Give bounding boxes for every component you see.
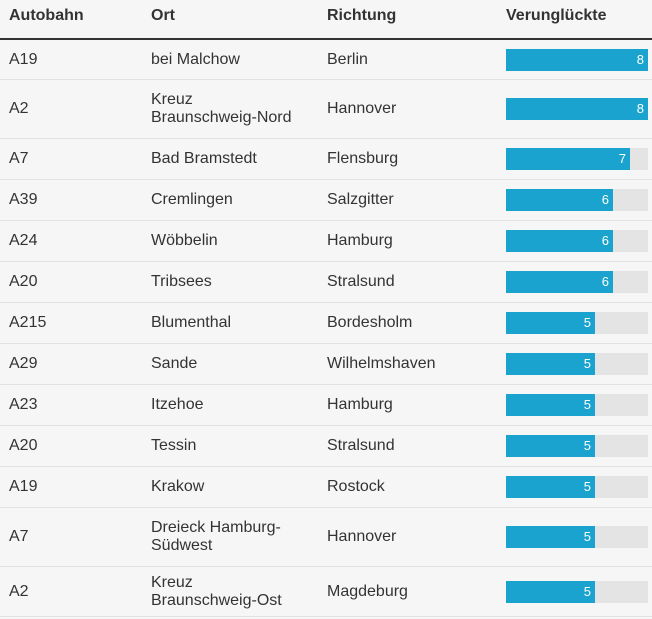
table-row: A19 Krakow Rostock 5 [0,467,652,508]
bar-fill: 6 [506,189,613,211]
bar-fill: 6 [506,230,613,252]
bar-track: 5 [506,526,648,548]
bar-fill: 6 [506,271,613,293]
header-ort[interactable]: Ort [151,7,175,24]
cell-ort: Bad Bramstedt [151,150,257,167]
table-header: Autobahn Ort Richtung Verunglückte [0,0,652,40]
cell-autobahn: A20 [9,437,38,454]
cell-autobahn: A23 [9,396,38,413]
cell-ort: Krakow [151,478,205,495]
bar-value-label: 6 [601,233,609,248]
cell-ort: Blumenthal [151,314,232,331]
bar-track: 8 [506,48,648,71]
bar-fill: 8 [506,98,648,120]
bar-fill: 5 [506,526,595,548]
bar-value-label: 5 [583,529,591,544]
table-row: A20 Tribsees Stralsund 6 [0,262,652,303]
cell-autobahn: A19 [9,50,38,68]
cell-ort: Wöbbelin [151,232,218,249]
cell-richtung: Salzgitter [327,191,394,208]
cell-ort: Sande [151,355,198,372]
bar-track: 6 [506,271,648,293]
bar-fill: 5 [506,435,595,457]
table-row: A7 Bad Bramstedt Flensburg 7 [0,139,652,180]
bar-track: 5 [506,394,648,416]
table-row: A19 bei Malchow Berlin 8 [0,40,652,80]
bar-value-label: 8 [636,51,644,67]
bar-track: 6 [506,189,648,211]
cell-richtung: Hannover [327,528,397,545]
header-autobahn[interactable]: Autobahn [9,7,84,24]
cell-richtung: Hamburg [327,396,393,413]
bar-track: 5 [506,312,648,334]
bar-track: 5 [506,353,648,375]
cell-autobahn: A7 [9,528,29,545]
cell-ort: bei Malchow [151,50,240,68]
bar-track: 5 [506,435,648,457]
bar-fill: 5 [506,580,595,603]
table-row: A20 Tessin Stralsund 5 [0,426,652,467]
cell-ort: Kreuz Braunschweig-Nord [151,91,292,126]
cell-autobahn: A24 [9,232,38,249]
table-row: A7 Dreieck Hamburg-Südwest Hannover 5 [0,508,652,567]
cell-autobahn: A39 [9,191,38,208]
bar-value-label: 5 [583,583,591,599]
table-row: A2 Kreuz Braunschweig-Ost Magdeburg 5 [0,567,652,617]
bar-value-label: 5 [583,356,591,371]
bar-value-label: 6 [601,192,609,207]
table-row: A23 Itzehoe Hamburg 5 [0,385,652,426]
cell-richtung: Stralsund [327,273,395,290]
table-row: A29 Sande Wilhelmshaven 5 [0,344,652,385]
bar-track: 7 [506,148,648,170]
cell-richtung: Hamburg [327,232,393,249]
cell-richtung: Stralsund [327,437,395,454]
bar-fill: 8 [506,48,648,71]
bar-fill: 5 [506,476,595,498]
table-row: A39 Cremlingen Salzgitter 6 [0,180,652,221]
bar-value-label: 8 [636,101,644,116]
cell-richtung: Flensburg [327,150,399,167]
bar-value-label: 5 [583,479,591,494]
cell-autobahn: A2 [9,100,29,117]
cell-autobahn: A19 [9,478,38,495]
cell-autobahn: A2 [9,582,29,600]
cell-richtung: Hannover [327,100,397,117]
table-row: A24 Wöbbelin Hamburg 6 [0,221,652,262]
bar-value-label: 5 [583,397,591,412]
cell-ort: Dreieck Hamburg-Südwest [151,519,281,554]
bar-value-label: 5 [583,315,591,330]
cell-richtung: Rostock [327,478,385,495]
cell-autobahn: A215 [9,314,47,331]
cell-ort: Cremlingen [151,191,233,208]
bar-track: 8 [506,98,648,120]
cell-autobahn: A7 [9,150,29,167]
cell-ort: Tessin [151,437,197,454]
table-body: A19 bei Malchow Berlin 8 A2 Kreuz Braunschwei… [0,40,652,617]
cell-richtung: Magdeburg [327,582,408,600]
bar-fill: 5 [506,353,595,375]
cell-ort: Itzehoe [151,396,204,413]
bar-track: 6 [506,230,648,252]
cell-autobahn: A29 [9,355,38,372]
bar-value-label: 7 [618,151,626,166]
bar-fill: 5 [506,312,595,334]
bar-value-label: 6 [601,274,609,289]
table-row: A215 Blumenthal Bordesholm 5 [0,303,652,344]
bar-fill: 7 [506,148,630,170]
header-richtung[interactable]: Richtung [327,7,397,24]
bar-track: 5 [506,580,648,603]
cell-richtung: Berlin [327,50,368,68]
bar-value-label: 5 [583,438,591,453]
header-verunglueckte[interactable]: Verunglückte [506,7,607,24]
cell-ort: Tribsees [151,273,212,290]
cell-autobahn: A20 [9,273,38,290]
cell-ort: Kreuz Braunschweig-Ost [151,573,282,609]
cell-richtung: Wilhelmshaven [327,355,436,372]
bar-fill: 5 [506,394,595,416]
table-row: A2 Kreuz Braunschweig-Nord Hannover 8 [0,80,652,139]
bar-track: 5 [506,476,648,498]
cell-richtung: Bordesholm [327,314,413,331]
